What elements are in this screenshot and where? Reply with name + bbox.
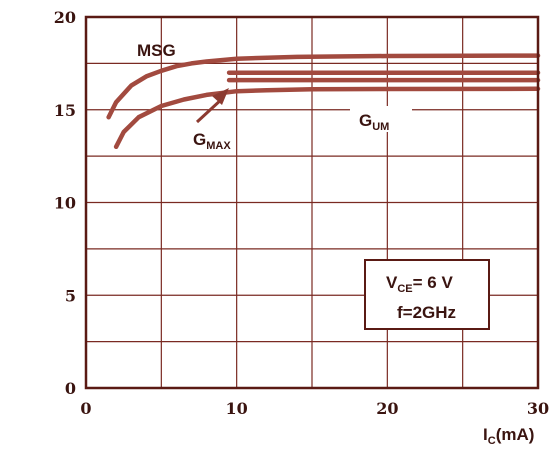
series-layer xyxy=(106,53,541,150)
x-tick-label: 10 xyxy=(226,399,248,418)
condition-box: VCE= 6 V f=2GHz xyxy=(364,259,490,330)
series-line-msg xyxy=(106,53,541,120)
gmax-arrow-head xyxy=(212,88,229,105)
y-tick-label: 5 xyxy=(65,286,76,305)
y-tick-label: 0 xyxy=(65,379,76,398)
x-tick-label: 30 xyxy=(527,399,549,418)
series-labels: MSG GMAX GUM xyxy=(137,41,412,152)
condition-vce: VCE= 6 V xyxy=(386,273,453,295)
x-tick-label: 0 xyxy=(80,399,91,418)
condition-box-frame xyxy=(364,259,490,330)
x-tick-label: 20 xyxy=(376,399,398,418)
y-tick-label: 20 xyxy=(54,8,76,27)
gmax-label: GMAX xyxy=(193,130,231,152)
plot-frame xyxy=(84,15,540,390)
gum-label-bg xyxy=(350,106,412,132)
y-tick-label: 10 xyxy=(54,194,76,213)
x-axis-title: IC(mA) xyxy=(483,425,534,447)
msg-label: MSG xyxy=(137,41,176,60)
condition-freq: f=2GHz xyxy=(397,303,456,322)
gum-label: GUM xyxy=(359,111,389,133)
y-tick-label: 15 xyxy=(54,101,76,120)
plot-border xyxy=(84,15,540,390)
tick-labels: 0 10 20 30 0 5 10 15 20 xyxy=(54,8,549,418)
series-line-gum xyxy=(113,86,541,150)
